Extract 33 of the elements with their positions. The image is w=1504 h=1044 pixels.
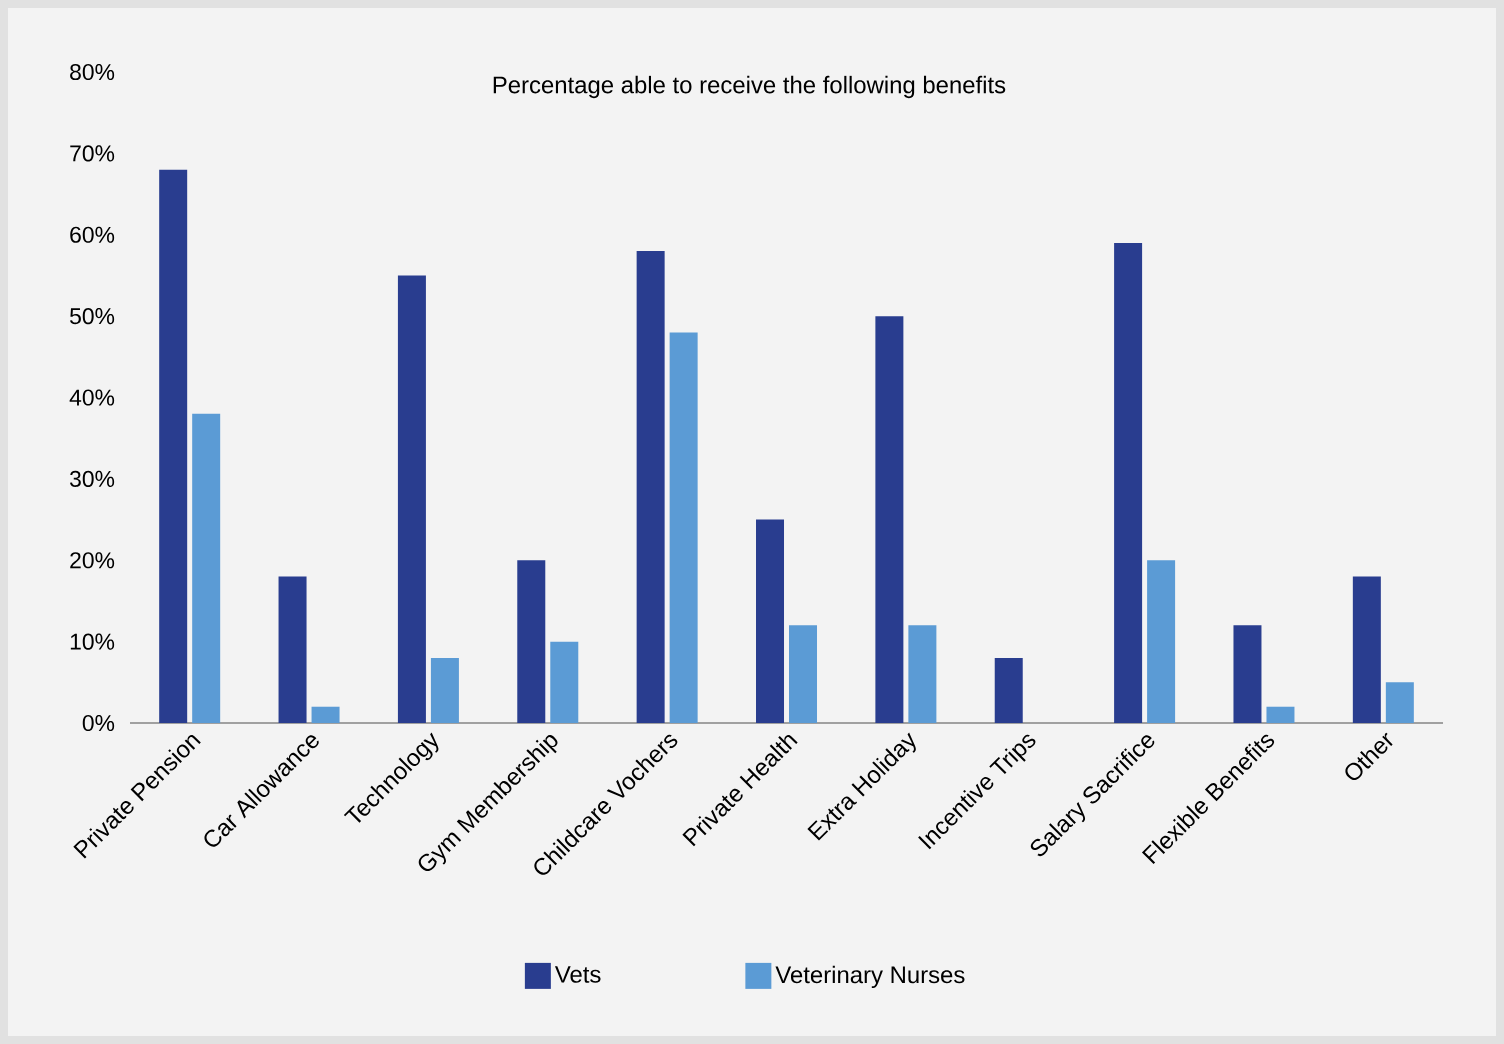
- bar: [430, 657, 459, 723]
- bar: [550, 641, 579, 723]
- bar: [1385, 682, 1414, 723]
- bar: [994, 657, 1023, 723]
- y-tick-label: 30%: [69, 470, 115, 487]
- bar: [1114, 242, 1143, 723]
- bar: [1266, 706, 1295, 723]
- bar: [908, 625, 937, 723]
- bar: [311, 706, 340, 723]
- legend-label: Veterinary Nurses: [775, 965, 965, 989]
- bar: [789, 625, 818, 723]
- bar: [517, 560, 546, 723]
- bar: [669, 332, 698, 723]
- chart-title: Percentage able to receive the following benefits: [493, 75, 1006, 99]
- bar: [756, 519, 785, 723]
- bar: [278, 576, 307, 723]
- y-tick-label: 50%: [70, 308, 115, 325]
- y-tick-label: 80%: [70, 63, 115, 81]
- y-tick-label: 40%: [69, 389, 115, 406]
- y-tick-label: 10%: [70, 633, 115, 650]
- y-tick-label: 70%: [70, 145, 115, 162]
- y-tick-label: 0%: [82, 714, 115, 732]
- bar: [636, 251, 665, 723]
- bar: [1147, 560, 1176, 723]
- legend-label: Vets: [554, 966, 601, 983]
- bar: [1233, 625, 1262, 723]
- bar: [875, 316, 904, 723]
- bar: [1352, 576, 1381, 723]
- y-tick-label: 60%: [70, 226, 115, 243]
- bar: [192, 413, 221, 723]
- bar: [397, 275, 426, 723]
- y-tick-label: 20%: [70, 552, 115, 569]
- bar: [159, 169, 188, 723]
